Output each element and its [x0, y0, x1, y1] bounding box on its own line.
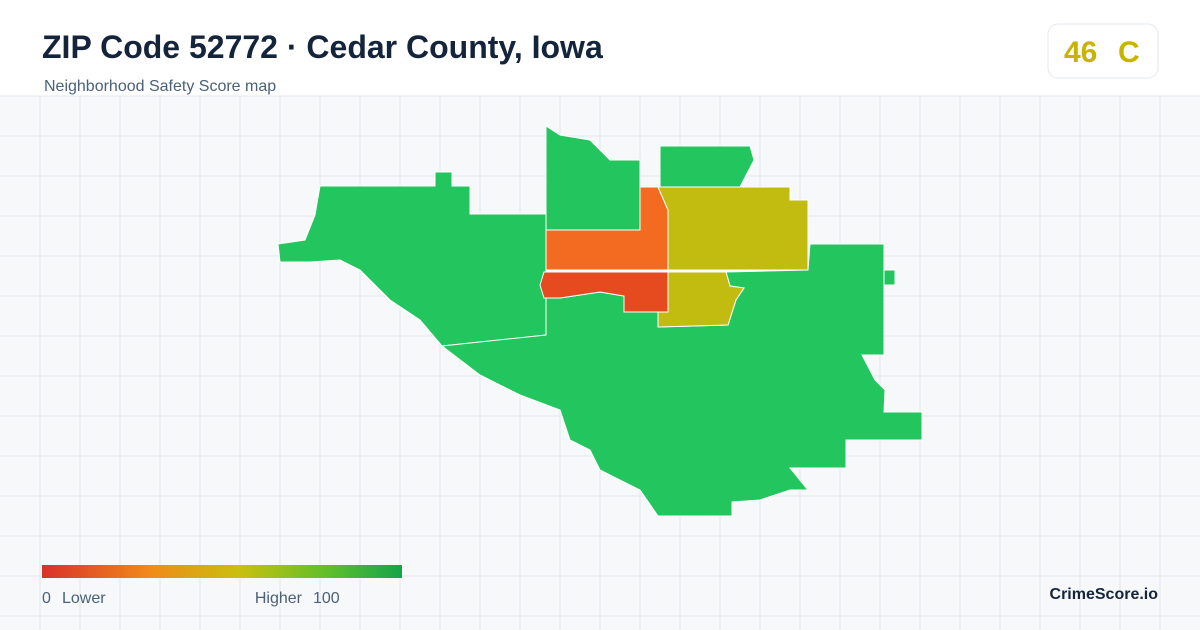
header-band	[0, 0, 1200, 96]
region	[657, 271, 745, 328]
legend-min: 0	[42, 590, 51, 607]
region	[659, 145, 755, 188]
region	[883, 269, 896, 286]
legend-gradient	[42, 565, 402, 578]
legend-max: 100	[313, 590, 340, 607]
title: ZIP Code 52772 · Cedar County, Iowa	[42, 29, 603, 65]
legend-max-label: Higher	[255, 590, 303, 607]
score-grade: C	[1118, 36, 1140, 69]
brand: CrimeScore.io	[1050, 586, 1159, 603]
subtitle: Neighborhood Safety Score map	[44, 78, 276, 95]
region	[657, 186, 809, 271]
score-badge	[1047, 23, 1159, 79]
legend-min-label: Lower	[62, 590, 106, 607]
map	[277, 125, 923, 517]
score-value: 46	[1064, 36, 1097, 69]
grid	[0, 95, 1200, 630]
